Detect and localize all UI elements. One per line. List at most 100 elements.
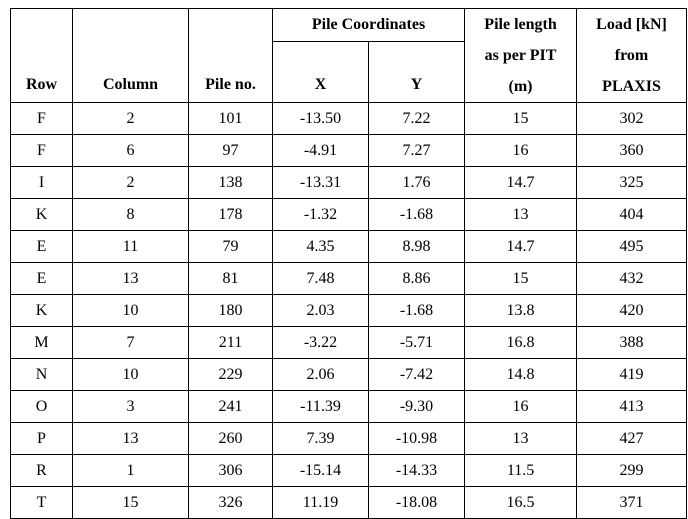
table-cell: N [10,358,73,391]
table-cell: 15 [464,102,578,135]
table-cell: M [10,326,73,359]
table-cell: 7 [72,326,189,359]
table-cell: K [10,198,73,231]
table-cell: 13 [72,422,189,455]
table-cell: 97 [188,134,273,167]
table-cell: 14.7 [464,230,578,263]
header-cell: Column [72,8,189,103]
table-row: E 13 81 7.48 8.86 15 432 [10,262,688,295]
table-cell: 1 [72,454,189,487]
table-row: T 15 326 11.19 -18.08 16.5 371 [10,486,688,519]
table-cell: 10 [72,294,189,327]
table-cell: F [10,102,73,135]
table-row: F 6 97 -4.91 7.27 16 360 [10,134,688,167]
table-cell: 178 [188,198,273,231]
header-cell: Y [367,41,466,103]
table-cell: 8.86 [367,262,466,295]
table-cell: -5.71 [367,326,466,359]
header-cell: Pile length as per PIT (m) [464,8,578,103]
header-cell: Load [kN] from PLAXIS [576,8,688,103]
table-cell: P [10,422,73,455]
table-body: F 2 101 -13.50 7.22 15 302 F 6 97 -4.91 7.27 16 360 I 2… [10,102,688,519]
table-cell: 8.98 [367,230,466,263]
header-line: Load [kN] [596,16,667,33]
table-cell: 11.19 [272,486,369,519]
table-cell: 6 [72,134,189,167]
table-cell: 306 [188,454,273,487]
table-cell: 2.06 [272,358,369,391]
table-cell: 16.8 [464,326,578,359]
table-cell: 432 [576,262,688,295]
table-cell: 13 [464,422,578,455]
table-cell: E [10,262,73,295]
table-cell: 302 [576,102,688,135]
table-cell: O [10,390,73,423]
table-cell: 2 [72,166,189,199]
table-cell: 7.39 [272,422,369,455]
header-line: Pile length [484,16,557,33]
table-cell: F [10,134,73,167]
table-cell: T [10,486,73,519]
table-row: R 1 306 -15.14 -14.33 11.5 299 [10,454,688,487]
table-row: O 3 241 -11.39 -9.30 16 413 [10,390,688,423]
table-cell: 138 [188,166,273,199]
header-cell: X [272,41,369,103]
table-row: M 7 211 -3.22 -5.71 16.8 388 [10,326,688,359]
table-row: P 13 260 7.39 -10.98 13 427 [10,422,688,455]
table-row: F 2 101 -13.50 7.22 15 302 [10,102,688,135]
table-cell: 388 [576,326,688,359]
table-cell: 16 [464,134,578,167]
table-cell: 13.8 [464,294,578,327]
header-cell: Pile no. [188,8,273,103]
table-cell: -18.08 [367,486,466,519]
table-cell: 81 [188,262,273,295]
table-cell: 420 [576,294,688,327]
table-cell: 180 [188,294,273,327]
table-cell: 1.76 [367,166,466,199]
table-cell: -14.33 [367,454,466,487]
header-line: from [614,47,649,64]
table-cell: 360 [576,134,688,167]
table-cell: 7.22 [367,102,466,135]
table-cell: 371 [576,486,688,519]
table-cell: -7.42 [367,358,466,391]
pile-table: Row Column Pile no. Pile Coordinates Pil… [10,7,688,519]
header-line: PLAXIS [602,78,661,95]
table-cell: 15 [464,262,578,295]
table-cell: 7.27 [367,134,466,167]
table-cell: K [10,294,73,327]
table-cell: -9.30 [367,390,466,423]
table-cell: -1.68 [367,198,466,231]
table-row: K 8 178 -1.32 -1.68 13 404 [10,198,688,231]
table-cell: R [10,454,73,487]
table-row: N 10 229 2.06 -7.42 14.8 419 [10,358,688,391]
table-cell: -1.32 [272,198,369,231]
table-cell: 2 [72,102,189,135]
table-cell: 495 [576,230,688,263]
table-cell: 4.35 [272,230,369,263]
table-cell: 8 [72,198,189,231]
table-cell: -11.39 [272,390,369,423]
table-cell: 404 [576,198,688,231]
table-cell: 325 [576,166,688,199]
table-cell: 2.03 [272,294,369,327]
table-cell: 299 [576,454,688,487]
table-cell: 7.48 [272,262,369,295]
header-line: as per PIT [484,47,557,64]
table-cell: 14.8 [464,358,578,391]
table-cell: -13.50 [272,102,369,135]
table-cell: 13 [464,198,578,231]
table-cell: 11.5 [464,454,578,487]
table-cell: -4.91 [272,134,369,167]
table-row: K 10 180 2.03 -1.68 13.8 420 [10,294,688,327]
table-cell: E [10,230,73,263]
table-cell: 101 [188,102,273,135]
table-cell: 211 [188,326,273,359]
table-cell: 241 [188,390,273,423]
table-cell: 10 [72,358,189,391]
header-cell: Row [10,8,73,103]
header-cell: Pile Coordinates [271,7,466,43]
table-cell: 79 [188,230,273,263]
table-cell: 260 [188,422,273,455]
